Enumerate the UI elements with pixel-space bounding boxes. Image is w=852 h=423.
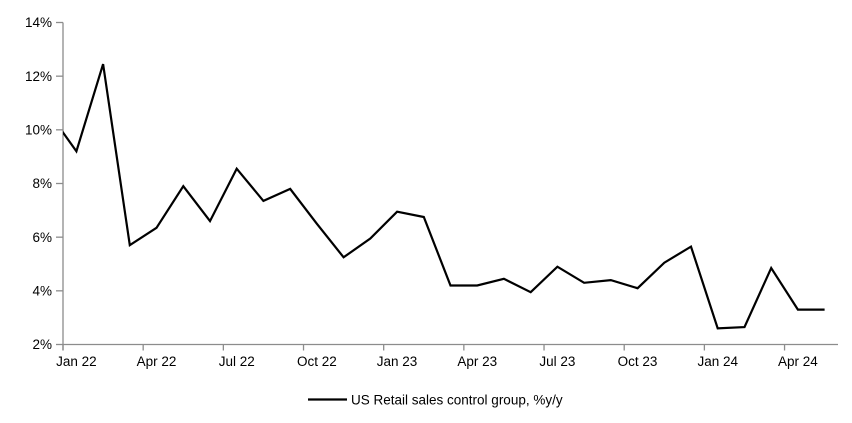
y-tick-label: 10% — [25, 123, 52, 138]
x-tick-label: Oct 22 — [297, 354, 337, 369]
x-tick-label: Oct 23 — [618, 354, 658, 369]
x-tick-label: Apr 22 — [137, 354, 177, 369]
x-tick-label: Apr 24 — [778, 354, 818, 369]
x-tick-label: Jan 24 — [697, 354, 738, 369]
x-tick-label: Apr 23 — [457, 354, 497, 369]
y-tick-label: 2% — [32, 337, 52, 352]
y-tick-label: 8% — [32, 176, 52, 191]
x-tick-label: Jul 23 — [539, 354, 575, 369]
y-tick-label: 4% — [32, 284, 52, 299]
y-tick-label: 6% — [32, 230, 52, 245]
x-tick-label: Jan 22 — [56, 354, 97, 369]
series-line — [63, 63, 825, 330]
y-tick-label: 12% — [25, 69, 52, 84]
legend-label: US Retail sales control group, %y/y — [351, 393, 563, 408]
x-tick-label: Jan 23 — [377, 354, 418, 369]
y-tick-label: 14% — [25, 15, 52, 30]
x-tick-label: Jul 22 — [219, 354, 255, 369]
